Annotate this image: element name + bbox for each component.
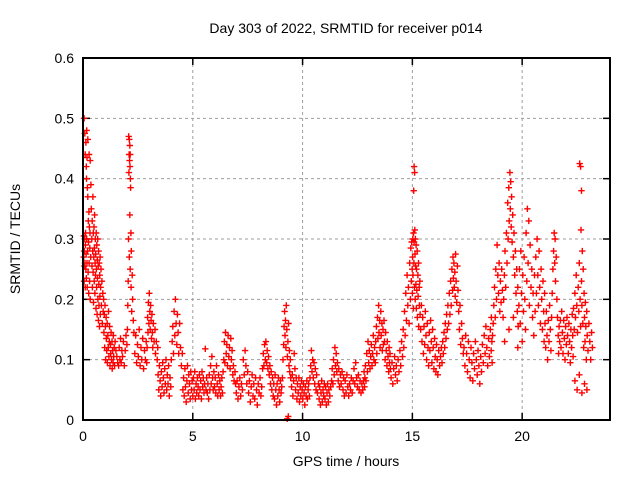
- tick-labels-group: 0 5 10 15 20 0 0.1 0.2 0.3 0.4 0.5 0.6: [55, 50, 531, 444]
- x-axis-label: GPS time / hours: [293, 453, 400, 469]
- y-tick-label: 0.1: [55, 352, 75, 368]
- x-tick-label: 15: [405, 428, 421, 444]
- y-tick-label: 0.2: [55, 291, 75, 307]
- plot-border: [82, 57, 611, 421]
- x-tick-label: 10: [295, 428, 311, 444]
- x-tick-label: 0: [79, 428, 87, 444]
- x-tick-label: 5: [189, 428, 197, 444]
- y-tick-label: 0.6: [55, 50, 75, 66]
- y-axis-label: SRMTID / TECUs: [7, 184, 23, 294]
- y-tick-label: 0: [66, 412, 74, 428]
- y-tick-label: 0.3: [55, 231, 75, 247]
- y-tick-label: 0.4: [55, 171, 75, 187]
- x-tick-label: 20: [514, 428, 530, 444]
- chart-title: Day 303 of 2022, SRMTID for receiver p01…: [209, 20, 482, 36]
- y-tick-label: 0.5: [55, 110, 75, 126]
